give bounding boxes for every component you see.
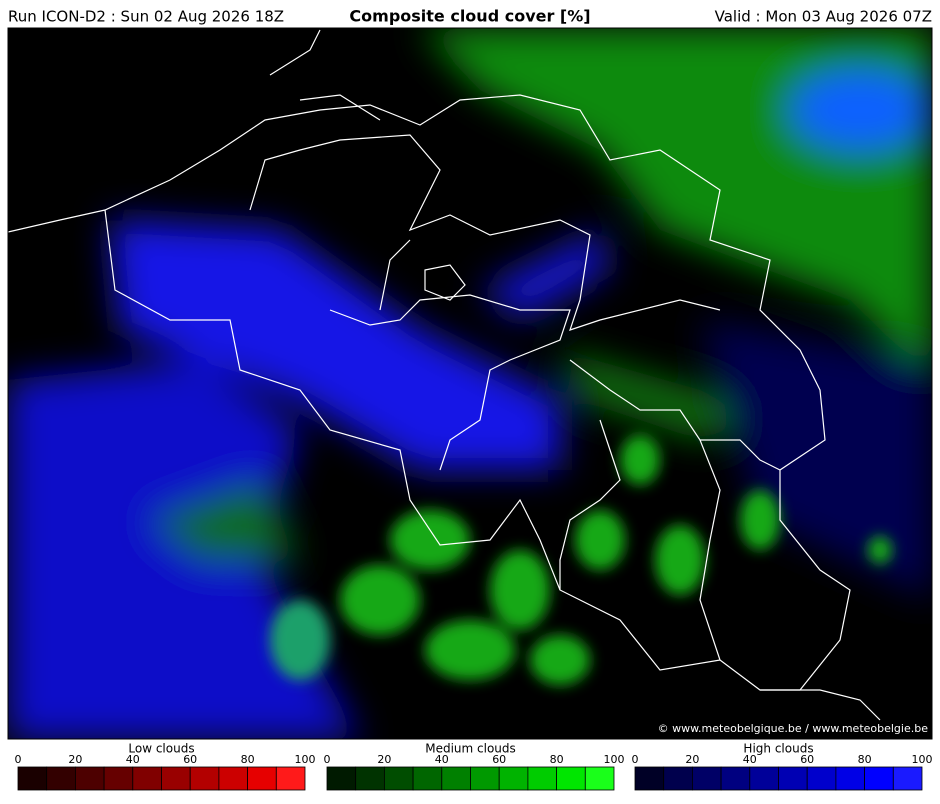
legend-tick-label: 40 bbox=[743, 753, 757, 766]
legend-swatch bbox=[17, 766, 48, 791]
legend-tick-label: 100 bbox=[604, 753, 625, 766]
legend-swatch bbox=[75, 766, 105, 791]
convective-cells bbox=[270, 435, 892, 685]
legend-tick-label: 100 bbox=[295, 753, 316, 766]
cloud-field bbox=[8, 28, 932, 739]
legend-tick-label: 40 bbox=[126, 753, 140, 766]
borders bbox=[8, 29, 881, 721]
legend-tick-label: 20 bbox=[68, 753, 82, 766]
legend-swatch bbox=[864, 766, 894, 791]
legend-title: High clouds bbox=[743, 742, 813, 756]
map-frame bbox=[7, 27, 933, 740]
legend-tick-label: 60 bbox=[800, 753, 814, 766]
legend-swatch bbox=[103, 766, 134, 791]
map: © www.meteobelgique.be / www.meteobelgie… bbox=[8, 28, 932, 739]
legend-swatch bbox=[498, 766, 529, 791]
legend-swatch bbox=[355, 766, 385, 791]
run-label: Run ICON-D2 : Sun 02 Aug 2026 18Z bbox=[8, 8, 284, 26]
legend-swatch bbox=[441, 766, 471, 791]
legend-swatch bbox=[326, 766, 357, 791]
legend-swatch bbox=[161, 766, 191, 791]
credit: © www.meteobelgique.be / www.meteobelgie… bbox=[658, 722, 929, 735]
legend-tick-label: 0 bbox=[324, 753, 331, 766]
legend-swatch bbox=[749, 766, 779, 791]
legend-swatch bbox=[247, 766, 277, 791]
legend-swatch bbox=[556, 766, 586, 791]
legend-title: Medium clouds bbox=[425, 742, 516, 756]
legend-tick-label: 60 bbox=[183, 753, 197, 766]
legend-swatch bbox=[46, 766, 76, 791]
legend-tick-label: 80 bbox=[550, 753, 564, 766]
legend-swatch bbox=[778, 766, 808, 791]
legend-tick-label: 40 bbox=[435, 753, 449, 766]
legend-swatch bbox=[663, 766, 693, 791]
legend-swatch bbox=[470, 766, 500, 791]
legend-tick-label: 80 bbox=[241, 753, 255, 766]
legend-swatch bbox=[720, 766, 751, 791]
legend-swatch bbox=[383, 766, 414, 791]
legend-swatch bbox=[275, 766, 306, 791]
legend-swatch bbox=[584, 766, 615, 791]
valid-label: Valid : Mon 03 Aug 2026 07Z bbox=[715, 8, 932, 26]
legend-tick-label: 100 bbox=[912, 753, 933, 766]
legends: Low clouds 0 20 40 60 80 100 Medium clouds 0 20 40… bbox=[15, 742, 933, 791]
legend-tick-label: 0 bbox=[632, 753, 639, 766]
legend-swatch bbox=[412, 766, 443, 791]
legend-swatch bbox=[218, 766, 248, 791]
legend-swatch bbox=[835, 766, 866, 791]
legend-swatch bbox=[132, 766, 162, 791]
legend-swatch bbox=[527, 766, 558, 791]
legend-swatch bbox=[692, 766, 722, 791]
map-title: Composite cloud cover [%] bbox=[349, 7, 590, 26]
legend-swatch bbox=[892, 766, 923, 791]
legend-swatch bbox=[189, 766, 220, 791]
legend-title: Low clouds bbox=[128, 742, 194, 756]
legend-tick-label: 80 bbox=[858, 753, 872, 766]
legend-swatch bbox=[634, 766, 665, 791]
legend-tick-label: 20 bbox=[377, 753, 391, 766]
legend-swatch bbox=[806, 766, 837, 791]
legend-tick-label: 0 bbox=[15, 753, 22, 766]
legend-tick-label: 20 bbox=[685, 753, 699, 766]
legend-tick-label: 60 bbox=[492, 753, 506, 766]
